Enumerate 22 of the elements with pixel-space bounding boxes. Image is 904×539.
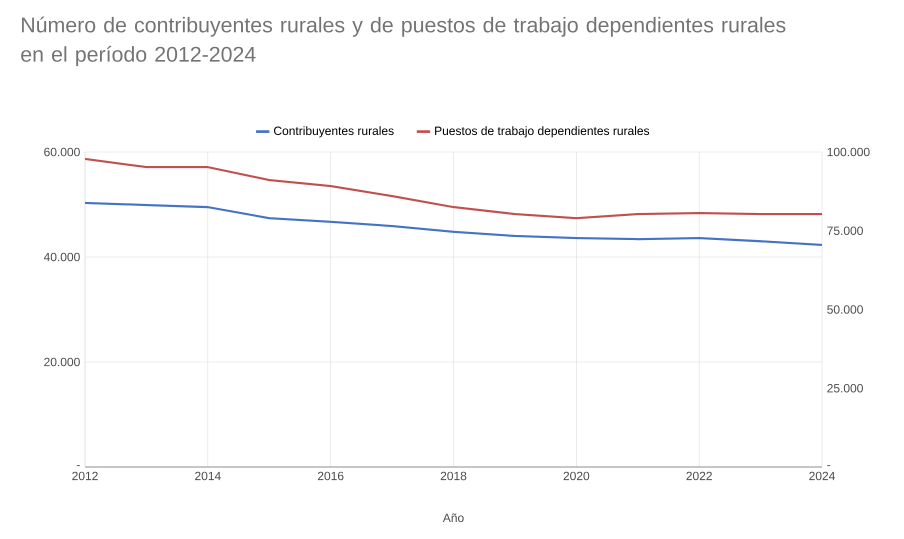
y-tick-label: 20.000 <box>44 358 80 366</box>
x-tick-label: 2014 <box>195 472 221 480</box>
x-axis-title: Año <box>442 513 464 522</box>
y2-tick-label: 25.000 <box>827 384 863 392</box>
y2-tick-label: 50.000 <box>827 305 863 314</box>
y2-tick-label: 100.000 <box>828 148 870 156</box>
y-tick-label: 60.000 <box>44 148 80 156</box>
y2-tick-label: 75.000 <box>827 226 863 235</box>
chart-title: Número de contribuyentes rurales y de puestos de trabajo dependientes rurales en el período 2012-2024 <box>21 16 786 66</box>
x-tick-label: 2022 <box>686 472 712 480</box>
x-tick-label: 2018 <box>440 472 466 480</box>
x-tick-label: 2016 <box>318 472 344 480</box>
y-tick-label: - <box>76 465 80 466</box>
y-tick-label: 40.000 <box>44 252 80 262</box>
x-tick-label: 2024 <box>809 472 835 480</box>
line-series <box>85 202 822 246</box>
legend-label: Contribuyentes rurales <box>274 126 394 138</box>
x-tick-label: 2012 <box>72 472 98 480</box>
x-tick-label: 2020 <box>564 472 590 480</box>
y2-tick-label: - <box>827 465 830 466</box>
line-series <box>85 158 822 220</box>
legend-label: Puestos de trabajo dependientes rurales <box>435 126 650 138</box>
